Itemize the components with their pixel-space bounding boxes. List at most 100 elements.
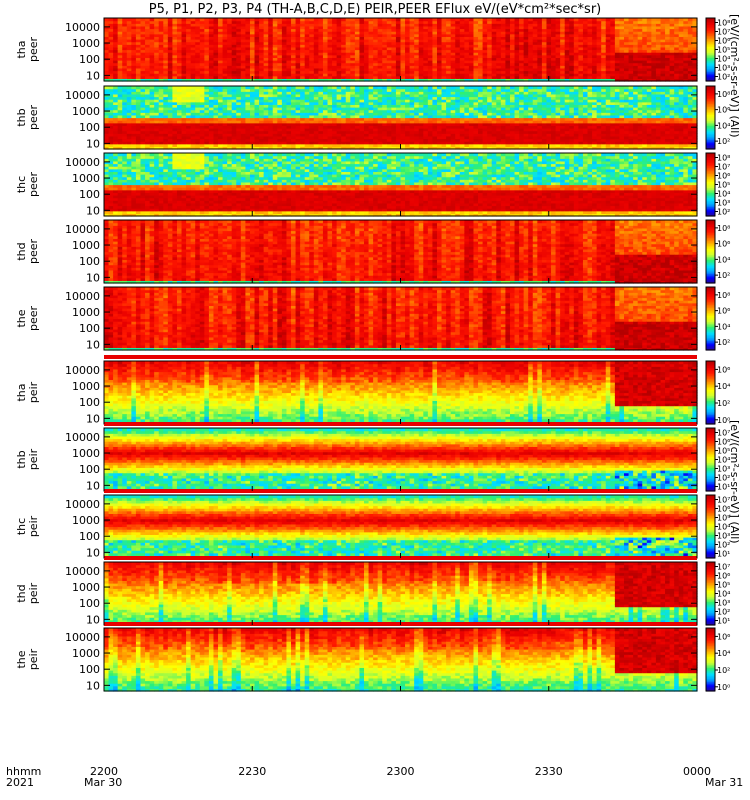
- colorbar-thb-peer: 10² 10⁴ 10⁶ 10⁸: [705, 85, 730, 150]
- panel-label: peir: [27, 381, 40, 403]
- y-tick-label: 1000: [72, 172, 100, 185]
- y-tick-label: 10000: [65, 631, 100, 644]
- panel-label: peer: [27, 105, 40, 131]
- y-tick-label: 10000: [65, 431, 100, 444]
- panel-label: peer: [27, 37, 40, 63]
- colorbar-tick-label: 10⁶: [717, 572, 730, 581]
- colorbar-tick-label: 10⁴: [717, 382, 730, 391]
- y-tick-label: 10000: [65, 565, 100, 578]
- y-tick-label: 10: [86, 479, 100, 492]
- y-tick-label: 1000: [72, 380, 100, 393]
- colorbar-tick-label: 10⁶: [717, 365, 730, 374]
- panel-thc-peir: 10 100 1000 10000 thc peir: [15, 495, 698, 559]
- colorbar-tick-label: 10⁷: [717, 163, 730, 172]
- colorbar-tick-label: 10⁴: [717, 456, 730, 465]
- y-tick-label: 1000: [72, 239, 100, 252]
- y-tick-label: 10: [86, 412, 100, 425]
- colorbar-tick-label: 10⁶: [717, 307, 730, 316]
- x-tick-label: 2200: [90, 765, 118, 778]
- colorbar-tick-label: 10⁸: [717, 224, 730, 233]
- colorbar-tick-label: 10²: [717, 541, 730, 550]
- y-tick-label: 100: [79, 255, 100, 268]
- panel-label: peer: [27, 172, 40, 198]
- colorbar-tick-label: 10³: [717, 599, 730, 608]
- y-tick-label: 1000: [72, 306, 100, 319]
- colorbar-tick-label: 10⁸: [717, 154, 730, 163]
- y-tick-label: 100: [79, 188, 100, 201]
- y-tick-label: 1000: [72, 647, 100, 660]
- panel-label: thc: [15, 518, 28, 535]
- panel-label: peer: [27, 306, 40, 332]
- y-tick-label: 10000: [65, 89, 100, 102]
- colorbar-tick-label: 10²: [717, 73, 730, 82]
- panel-label: peir: [27, 582, 40, 604]
- panel-label: thd: [15, 584, 28, 602]
- colorbar-tick-label: 10⁵: [717, 46, 730, 55]
- colorbar-tick-label: 10⁷: [717, 496, 730, 505]
- colorbar-tick-label: 10¹: [717, 483, 730, 492]
- y-tick-label: 10: [86, 546, 100, 559]
- colorbar-tick-label: 10⁵: [717, 181, 730, 190]
- colorbar-tick-label: 10⁴: [717, 55, 730, 64]
- y-tick-label: 1000: [72, 105, 100, 118]
- y-tick-label: 10: [86, 137, 100, 150]
- y-tick-label: 1000: [72, 514, 100, 527]
- y-tick-label: 1000: [72, 447, 100, 460]
- colorbar-tick-label: 10⁷: [717, 563, 730, 572]
- colorbar-tick-label: 10⁵: [717, 447, 730, 456]
- panel-thc-peer: 10 100 1000 10000 thc peer: [15, 153, 698, 217]
- panel-label: thb: [15, 108, 28, 126]
- colorbar-tick-label: 10²: [717, 474, 730, 483]
- y-tick-label: 10: [86, 679, 100, 692]
- colorbar-tick-label: 10³: [717, 199, 730, 208]
- colorbar-tick-label: 10⁶: [717, 240, 730, 249]
- colorbar-tick-label: 10⁶: [717, 505, 730, 514]
- y-tick-label: 100: [79, 396, 100, 409]
- y-tick-label: 10000: [65, 21, 100, 34]
- colorbar-tick-label: 10⁰: [717, 683, 730, 692]
- y-tick-label: 10: [86, 338, 100, 351]
- panel-the-peir: 10 100 1000 10000 the peir: [15, 628, 698, 692]
- panel-thd-peir: 10 100 1000 10000 thd peir: [15, 562, 698, 626]
- colorbar-tick-label: 10⁴: [717, 121, 730, 130]
- panel-thb-peir: 10 100 1000 10000 thb peir: [15, 428, 698, 492]
- panel-label: the: [15, 309, 28, 327]
- panel-label: peer: [27, 239, 40, 265]
- panel-thb-peer: 10 100 1000 10000 thb peer: [15, 86, 698, 150]
- colorbar-tick-label: 10⁸: [717, 19, 730, 28]
- colorbar-tick-label: 10⁶: [717, 172, 730, 181]
- panel-label: peir: [27, 448, 40, 470]
- y-tick-label: 100: [79, 322, 100, 335]
- y-tick-label: 100: [79, 597, 100, 610]
- colorbar-tick-label: 10⁶: [717, 106, 730, 115]
- x-tick-label: 2230: [238, 765, 266, 778]
- y-tick-label: 10000: [65, 498, 100, 511]
- x-tick-label: 0000: [683, 765, 711, 778]
- colorbar-the-peer: 10² 10⁴ 10⁶ 10⁸: [705, 286, 730, 351]
- colorbar-tick-label: 10⁴: [717, 322, 730, 331]
- colorbar-tick-label: 10²: [717, 608, 730, 617]
- panel-label: the: [15, 650, 28, 668]
- colorbar-tick-label: 10¹: [717, 617, 730, 626]
- colorbar-tick-label: 10⁶: [717, 438, 730, 447]
- panel-label: peir: [27, 515, 40, 537]
- colorbar-tick-label: 10²: [717, 666, 730, 675]
- colorbar-tick-label: 10²: [717, 271, 730, 280]
- colorbar-tick-label: 10³: [717, 532, 730, 541]
- colorbar-tick-label: 10⁶: [717, 632, 730, 641]
- y-tick-label: 100: [79, 663, 100, 676]
- y-tick-label: 10000: [65, 156, 100, 169]
- panel-label: tha: [15, 40, 28, 58]
- panel-the-peer: 10 100 1000 10000 the peer: [15, 287, 698, 351]
- time-row-label: hhmm: [6, 766, 41, 777]
- colorbar-tick-label: 10³: [717, 64, 730, 73]
- end-date-label: Mar 31: [705, 777, 743, 788]
- colorbar-tick-label: 10¹: [717, 550, 730, 559]
- colorbar-tick-label: 10⁵: [717, 514, 730, 523]
- y-tick-label: 100: [79, 121, 100, 134]
- y-tick-label: 1000: [72, 37, 100, 50]
